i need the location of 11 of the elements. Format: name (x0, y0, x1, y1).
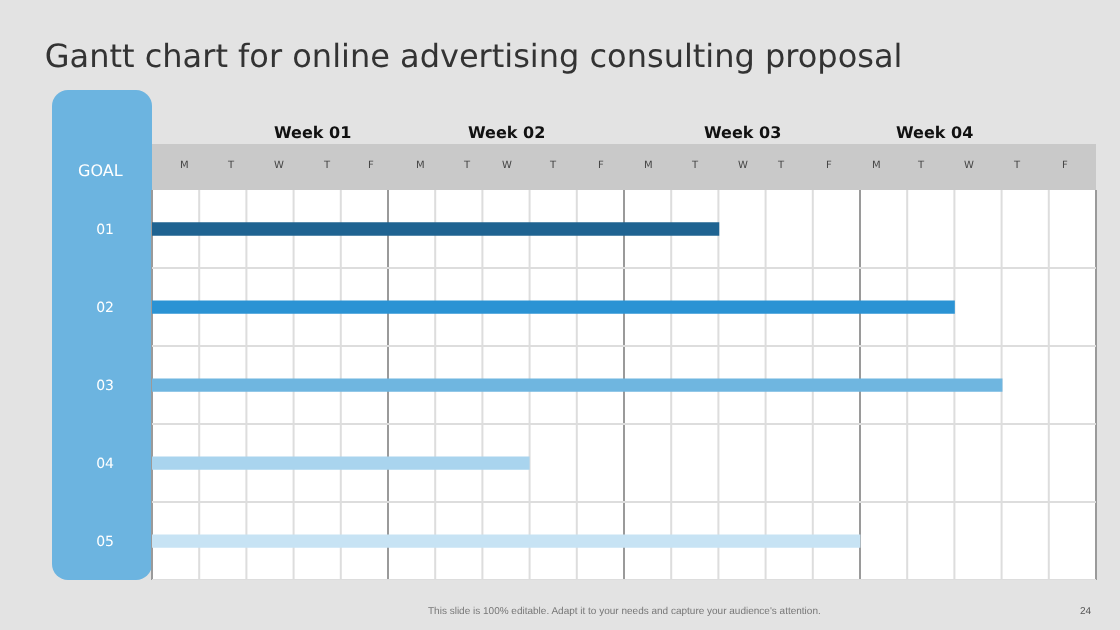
text: Week 01 (274, 124, 353, 142)
text: Week 02 (468, 124, 546, 142)
text: Week 04 (896, 124, 975, 142)
text: Week 03 (704, 124, 782, 142)
bar (152, 300, 955, 314)
bar (152, 534, 861, 548)
bar (152, 378, 1003, 392)
bar (152, 222, 720, 236)
chart-title: Gantt chart for online advertising consulting proposal (44, 36, 903, 75)
bar (152, 456, 530, 470)
y-axis-title: GOAL (78, 162, 124, 180)
